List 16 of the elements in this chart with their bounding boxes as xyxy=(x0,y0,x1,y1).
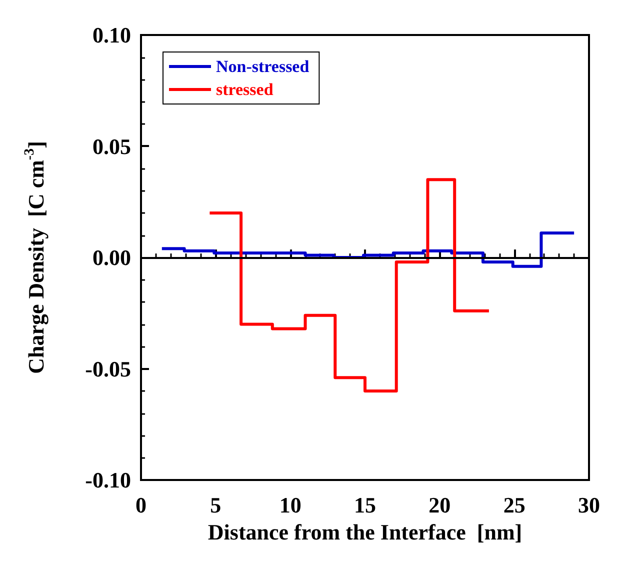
x-tick-label: 5 xyxy=(210,492,222,518)
x-tick-label: 15 xyxy=(354,492,376,518)
y-tick-label: 0.00 xyxy=(92,245,131,270)
y-tick-label: 0.10 xyxy=(92,22,131,48)
x-tick-label: 25 xyxy=(503,492,526,518)
x-tick-label: 10 xyxy=(279,492,302,518)
x-tick-label: 20 xyxy=(428,492,451,518)
y-tick-label: -0.05 xyxy=(85,356,131,382)
x-axis-title: Distance from the Interface [nm] xyxy=(208,519,522,544)
legend-label: stressed xyxy=(216,80,274,99)
x-tick-label: 0 xyxy=(136,492,146,518)
y-tick-label: -0.10 xyxy=(85,468,131,492)
y-tick-label: 0.05 xyxy=(92,134,131,159)
y-axis-title: Charge Density [C cm-3] xyxy=(22,141,48,374)
x-tick-label: 30 xyxy=(578,492,600,518)
legend-label: Non-stressed xyxy=(216,57,310,76)
